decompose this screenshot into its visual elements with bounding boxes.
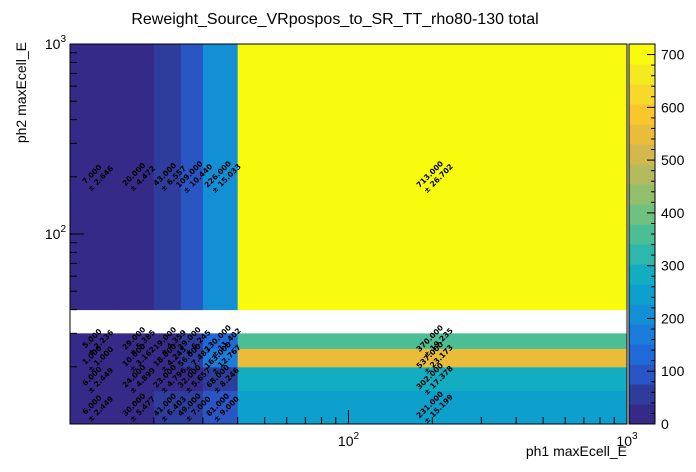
heatmap-cell bbox=[237, 348, 628, 368]
color-scale-swatch bbox=[629, 364, 655, 385]
heatmap-cell bbox=[119, 44, 155, 311]
heatmap-cell bbox=[70, 390, 120, 425]
heatmap-cell bbox=[153, 390, 182, 425]
x-axis-label: ph1 maxEcell_E bbox=[526, 443, 627, 459]
heatmap-cell bbox=[119, 390, 155, 425]
color-scale-swatch bbox=[629, 404, 655, 425]
heatmap-cell bbox=[237, 333, 628, 349]
color-scale-tick-label: 100 bbox=[661, 363, 685, 379]
heatmap-cell bbox=[153, 333, 182, 349]
heatmap-cell bbox=[237, 44, 628, 311]
heatmap-cell bbox=[153, 366, 182, 392]
color-scale-swatch bbox=[629, 164, 655, 185]
color-scale-tick-label: 200 bbox=[661, 310, 685, 326]
heatmap-cell bbox=[202, 390, 239, 425]
heatmap-cell bbox=[119, 333, 155, 349]
y-tick-label: 103 bbox=[45, 34, 67, 52]
color-scale-tick-label: 600 bbox=[661, 99, 685, 115]
color-scale-swatch bbox=[629, 324, 655, 345]
color-scale-swatch bbox=[629, 224, 655, 245]
heatmap-cell bbox=[70, 348, 120, 368]
color-scale-tick-label: 700 bbox=[661, 47, 685, 63]
color-scale-swatch bbox=[629, 124, 655, 145]
color-scale-swatch bbox=[629, 344, 655, 365]
x-tick-label: 103 bbox=[616, 431, 638, 449]
heatmap-cell bbox=[180, 333, 204, 349]
heatmap-cell bbox=[202, 348, 239, 368]
color-scale-labels: 0 100 200 300 400 500 600 700 bbox=[661, 47, 685, 432]
y-axis-label: ph2 maxEcell_E bbox=[13, 42, 29, 143]
color-scale-swatch bbox=[629, 384, 655, 405]
color-scale-tick-label: 400 bbox=[661, 205, 685, 221]
color-scale-tick-label: 300 bbox=[661, 258, 685, 274]
heatmap-cell bbox=[70, 44, 120, 311]
color-scale-swatch bbox=[629, 144, 655, 165]
x-tick-labels: 102 103 bbox=[338, 431, 638, 449]
heatmap-cells bbox=[70, 44, 628, 425]
color-scale-tick-label: 0 bbox=[661, 416, 669, 432]
heatmap-cell bbox=[70, 366, 120, 392]
color-scale-swatch bbox=[629, 44, 655, 65]
color-scale-swatch bbox=[629, 264, 655, 285]
color-scale-swatch bbox=[629, 184, 655, 205]
color-scale-swatch bbox=[629, 104, 655, 125]
color-scale-bar bbox=[628, 43, 656, 425]
x-tick-label: 102 bbox=[338, 431, 360, 449]
y-tick-label: 102 bbox=[45, 224, 67, 242]
color-scale-swatch bbox=[629, 84, 655, 105]
heatmap-cell bbox=[202, 366, 239, 392]
heatmap-cell bbox=[70, 333, 120, 349]
heatmap-cell bbox=[153, 44, 182, 311]
heatmap-cell bbox=[237, 366, 628, 392]
heatmap-cell bbox=[180, 44, 204, 311]
color-scale-swatch bbox=[629, 284, 655, 305]
heatmap-cell bbox=[180, 348, 204, 368]
color-scale-swatch bbox=[629, 64, 655, 85]
heatmap-cell bbox=[180, 366, 204, 392]
y-tick-labels: 102 103 bbox=[45, 34, 67, 242]
heatmap-cell bbox=[202, 44, 239, 311]
color-scale-swatch bbox=[629, 244, 655, 265]
heatmap-cell bbox=[119, 366, 155, 392]
color-scale-swatch bbox=[629, 204, 655, 225]
heatmap-cell bbox=[153, 348, 182, 368]
color-scale-swatch bbox=[629, 304, 655, 325]
color-scale-tick-label: 500 bbox=[661, 152, 685, 168]
heatmap-cell bbox=[119, 348, 155, 368]
axis-ticks bbox=[69, 43, 628, 425]
heatmap-cell bbox=[202, 333, 239, 349]
chart-title: Reweight_Source_VRpospos_to_SR_TT_rho80-… bbox=[131, 11, 538, 28]
heatmap-cell bbox=[180, 390, 204, 425]
